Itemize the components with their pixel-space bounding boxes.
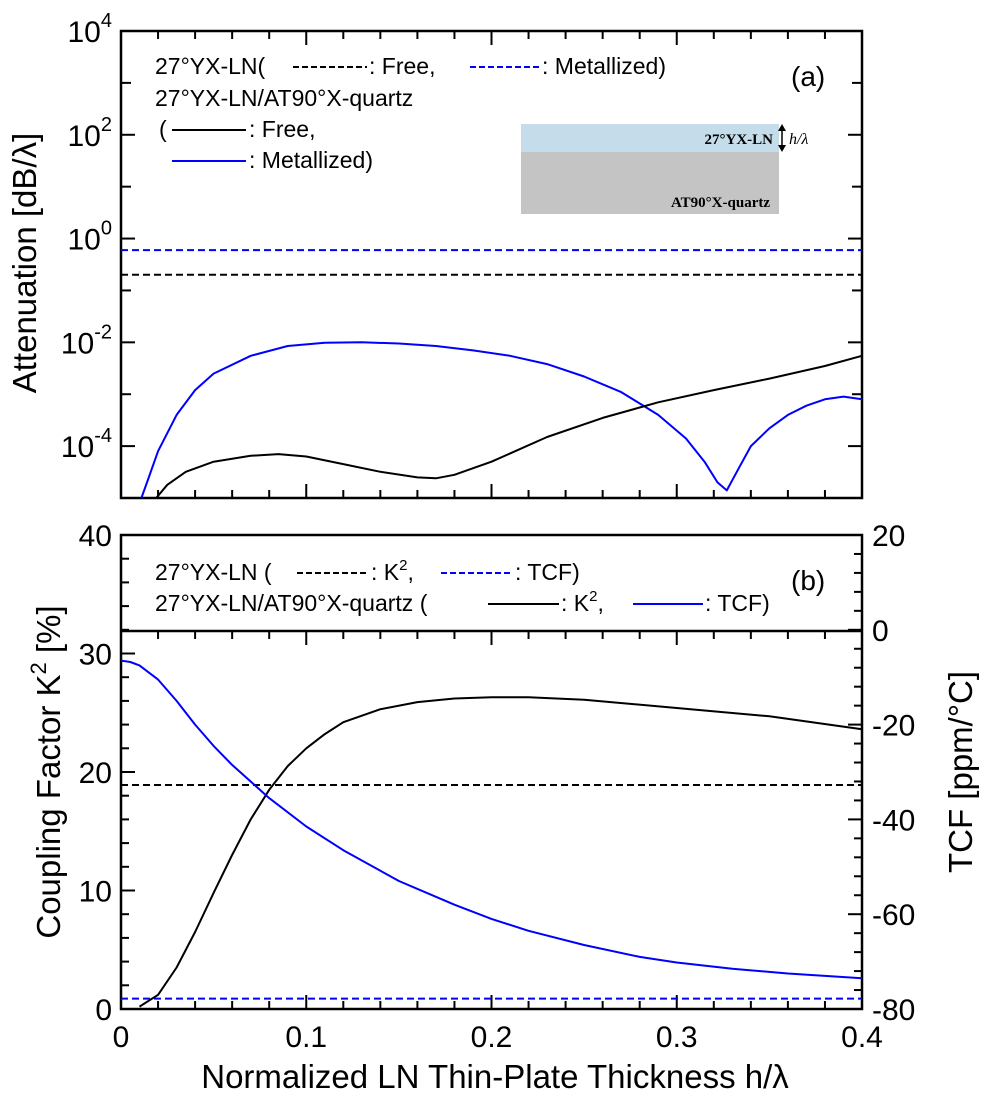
panel-b-right-y-axis-label: TCF [ppm/°C] [942,671,979,873]
legend-b-line1-prefix: 27°YX-LN ( [155,559,272,585]
panel-a-label: (a) [791,61,825,92]
panel-a-series-line-3 [155,354,863,499]
inset-quartz-substrate [521,152,779,214]
panel-b-right-y-tick-label: -40 [872,804,915,837]
legend-a-ln-metallized-label: : Metallized) [542,53,666,79]
inset-thickness-label: h/λ [789,131,808,148]
panel-b-left-y-tick-label: 40 [79,520,112,553]
panel-b-series-line-3 [120,659,863,980]
legend-b-quartz-k2-label: : K2, [561,588,604,616]
panel-a: 104 102 100 10-2 10-4 Attenuation [dB/λ] (a)… [6,10,864,500]
panel-b-x-tick-label: 0 [113,1021,130,1054]
panel-a-y-tick-label: 100 [68,218,113,257]
panel-b-x-tick-label: 0.2 [471,1021,513,1054]
inset-thickness-arrow-icon [778,124,786,152]
structure-inset: 27°YX-LN AT90°X-quartz h/λ [521,124,808,214]
panel-b-left-y-tick-label: 20 [79,757,112,790]
panel-a-series-line-2 [140,341,863,499]
panel-b-ticks [121,552,862,1009]
panel-a-y-tick-labels: 104 102 100 10-2 10-4 [61,10,112,464]
legend-a-line3-prefix: ( [159,116,167,142]
panel-a-legend: 27°YX-LN( : Free, : Metallized) 27°YX-LN… [155,53,666,173]
inset-ln-label: 27°YX-LN [705,132,774,148]
panel-b-x-axis-label: Normalized LN Thin-Plate Thickness h/λ [201,1058,789,1095]
panel-b-legend: 27°YX-LN ( : K2, : TCF) 27°YX-LN/AT90°X-… [155,557,770,616]
panel-b-series [120,659,863,1008]
panel-b-series-line-2 [138,696,863,1008]
panel-a-y-tick-label: 10-2 [61,321,112,360]
panel-a-y-tick-label: 102 [68,114,113,153]
panel-a-ticks [121,31,862,498]
panel-b-tick-labels: 0 0.1 0.2 0.3 0.4 0 10 20 30 40 -80 -60 -40 -20 0 20 [79,520,916,1054]
panel-a-y-axis-label: Attenuation [dB/λ] [6,133,43,394]
panel-b-right-y-tick-label: -80 [872,994,915,1027]
panel-b: 0 0.1 0.2 0.3 0.4 0 10 20 30 40 -80 -60 -40 -20 0 20 Co… [26,520,979,1095]
legend-b-quartz-tcf-label: : TCF) [705,590,770,616]
legend-a-ln-free-label: : Free, [369,53,435,79]
legend-a-quartz-free-label: : Free, [249,116,315,142]
legend-b-line2-prefix: 27°YX-LN/AT90°X-quartz ( [155,590,428,616]
panel-b-right-y-tick-label: -60 [872,899,915,932]
panel-b-left-y-tick-label: 0 [95,994,112,1027]
panel-b-label: (b) [791,565,825,596]
panel-b-right-y-tick-label: -20 [872,710,915,743]
panel-b-x-tick-label: 0.4 [841,1021,883,1054]
panel-b-x-tick-label: 0.3 [656,1021,698,1054]
legend-a-line2: 27°YX-LN/AT90°X-quartz [155,85,413,111]
panel-b-right-y-tick-label: 0 [872,615,889,648]
inset-quartz-label: AT90°X-quartz [671,195,770,211]
legend-a-line1-prefix: 27°YX-LN( [155,53,266,79]
legend-b-ln-tcf-label: : TCF) [515,559,580,585]
panel-b-right-y-tick-label: 20 [872,520,905,553]
panel-b-left-y-tick-label: 10 [79,876,112,909]
inset-ln-layer [521,124,779,152]
legend-b-ln-k2-label: : K2, [371,557,414,585]
panel-b-left-y-tick-label: 30 [79,639,112,672]
panel-a-y-tick-label: 104 [68,10,113,49]
panel-b-left-y-axis-label: Coupling Factor K2 [%] [26,605,67,938]
panel-a-y-tick-label: 10-4 [61,425,112,464]
legend-a-quartz-metallized-label: : Metallized) [249,147,373,173]
panel-b-x-tick-label: 0.1 [285,1021,327,1054]
panel-a-series [121,249,863,499]
